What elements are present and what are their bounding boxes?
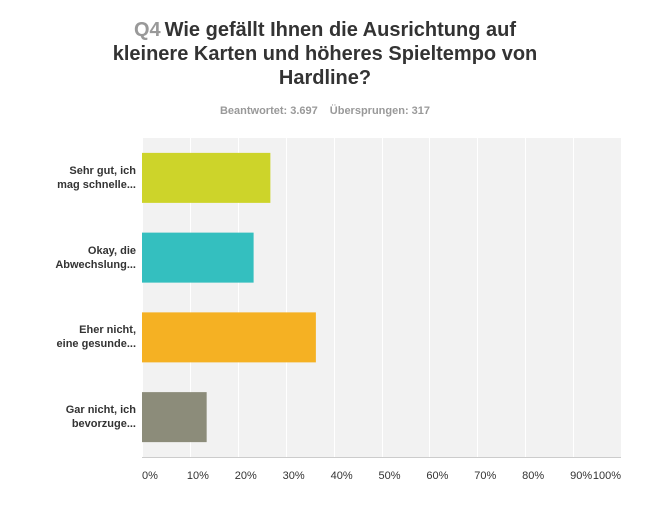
- bar: [142, 152, 271, 203]
- question-number: Q4: [133, 19, 161, 41]
- category-label-line: Abwechslung...: [55, 258, 136, 271]
- question-title: Q4 Wie gefällt Ihnen die Ausrichtung auf …: [100, 18, 550, 90]
- x-tick-label: 90%: [570, 470, 592, 482]
- category-label-line: bevorzuge...: [71, 418, 136, 431]
- question-text: Wie gefällt Ihnen die Ausrichtung auf kl…: [112, 19, 538, 89]
- x-tick-label: 70%: [474, 470, 496, 482]
- bar: [142, 312, 316, 363]
- x-tick-label: 30%: [283, 470, 305, 482]
- category-label: Gar nicht, ich bevorzuge...: [10, 403, 136, 431]
- x-tick-label: 20%: [235, 470, 257, 482]
- category-label-line: Gar nicht, ich: [65, 404, 136, 417]
- skipped-count: Übersprungen: 317: [329, 105, 431, 117]
- bar: [142, 232, 254, 283]
- x-tick-label: 0%: [142, 470, 158, 482]
- bar: [142, 392, 207, 443]
- category-label: Eher nicht, eine gesunde...: [10, 323, 136, 351]
- category-label-line: eine gesunde...: [56, 338, 136, 351]
- category-label-line: Sehr gut, ich: [69, 164, 136, 177]
- response-stats: Beantwortet: 3.697 Übersprungen: 317: [0, 105, 650, 117]
- category-label: Okay, die Abwechslung...: [10, 244, 136, 272]
- x-tick-label: 50%: [378, 470, 400, 482]
- answered-count: Beantwortet: 3.697: [219, 105, 318, 117]
- category-label: Sehr gut, ich mag schnelle...: [10, 164, 136, 192]
- x-tick-label: 40%: [331, 470, 353, 482]
- x-tick-label: 80%: [522, 470, 544, 482]
- x-tick-label: 10%: [187, 470, 209, 482]
- category-label-line: Eher nicht,: [79, 324, 136, 337]
- category-label-line: mag schnelle...: [57, 178, 136, 191]
- category-label-line: Okay, die: [87, 244, 136, 257]
- x-tick-label: 100%: [593, 470, 621, 482]
- x-tick-label: 60%: [426, 470, 448, 482]
